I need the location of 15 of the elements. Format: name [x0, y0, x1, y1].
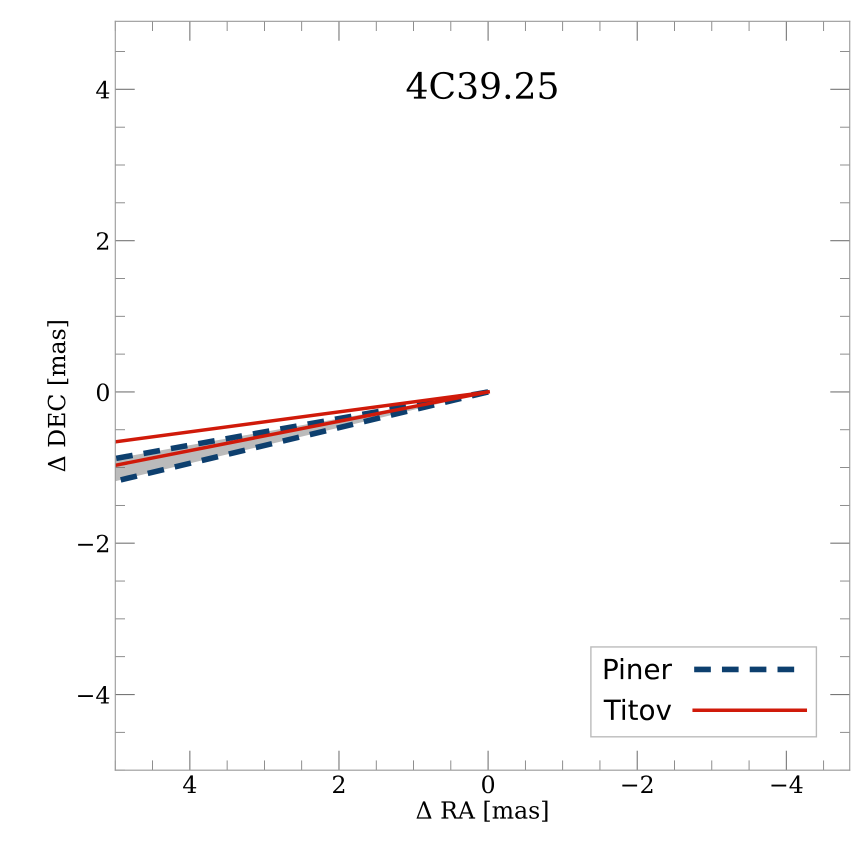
y-tick-label: −2: [78, 534, 108, 552]
legend-label: Piner: [604, 658, 672, 680]
y-axis-title: Δ DEC [mas]: [47, 321, 68, 472]
x-tick-label: 4: [183, 775, 196, 793]
x-tick-label: −4: [771, 775, 803, 793]
x-tick-label: −2: [622, 775, 652, 793]
y-tick-label: −4: [78, 686, 110, 704]
y-tick-label: 2: [97, 232, 108, 250]
text: 4C39.25: [406, 72, 557, 100]
legend-label: Titov: [604, 698, 672, 720]
x-tick-label: 2: [333, 775, 344, 793]
x-tick-label: 0: [482, 775, 494, 794]
y-tick-label: 0: [96, 383, 109, 402]
x-axis-title: Δ RA [mas]: [416, 800, 548, 822]
y-tick-label: 4: [96, 80, 110, 98]
